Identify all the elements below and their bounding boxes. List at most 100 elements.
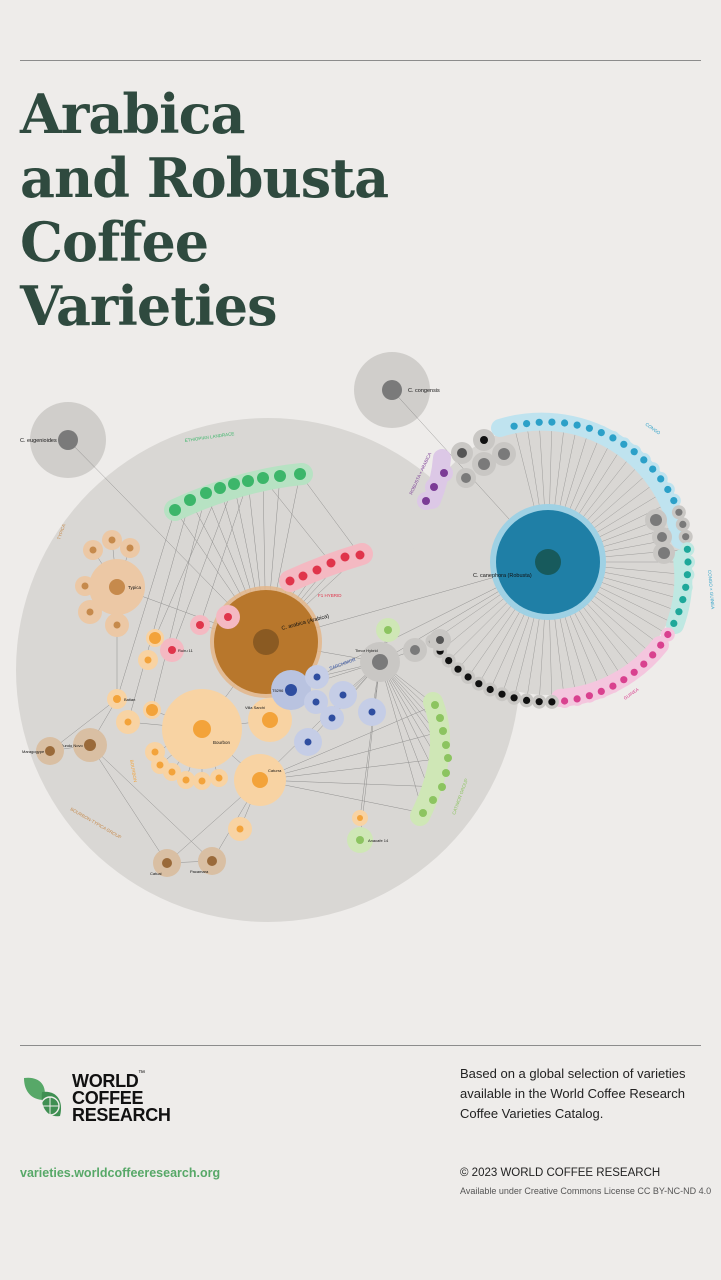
- mundo-novo-label: Mundo Novo: [60, 743, 83, 748]
- robusta-variety-node: [548, 418, 556, 426]
- robusta-variety-node: [510, 422, 518, 430]
- description-line: Coffee Varieties Catalog.: [460, 1106, 604, 1121]
- robusta-variety-node: [679, 520, 687, 528]
- typica-label: Typica: [128, 585, 142, 590]
- sarchimor-nodes: [294, 665, 386, 756]
- f1-nodes: [285, 550, 365, 586]
- robusta-variety-node: [664, 630, 672, 639]
- typica-sub-nodes: [75, 530, 140, 637]
- robusta-variety-node: [585, 692, 594, 700]
- robusta-variety-node: [510, 694, 518, 702]
- congo-group-label: CONGO: [644, 422, 661, 436]
- description-line: Based on a global selection of varieties: [460, 1066, 686, 1081]
- robusta-variety-node: [597, 429, 605, 437]
- ethiopian-nodes: [169, 468, 306, 516]
- bbm-node: [357, 815, 363, 821]
- catuai-node: [162, 858, 172, 868]
- robusta-variety-node: [609, 682, 617, 690]
- title-line: and Robusta: [20, 146, 389, 210]
- typica-group-label: TYPICA: [56, 523, 66, 540]
- logo-line-coffee: COFFEE: [72, 1088, 144, 1108]
- canephora-label: C. canephora (Robusta): [473, 573, 532, 579]
- title-line: Varieties: [20, 274, 277, 338]
- robusta-variety-node: [585, 424, 594, 432]
- logo-line-world: WORLD: [72, 1071, 139, 1091]
- typica-node: [109, 579, 125, 595]
- copyright: © 2023 WORLD COFFEE RESEARCH: [460, 1167, 661, 1179]
- canephora-core: [535, 549, 561, 575]
- bourbon-label: Bourbon: [213, 740, 231, 745]
- robusta-variety-node: [670, 619, 678, 627]
- robusta-variety-node: [523, 420, 531, 428]
- robusta-variety-node: [620, 440, 628, 448]
- robusta-variety-node: [597, 687, 605, 695]
- robusta-variety-node: [649, 465, 657, 473]
- ruiru-node: [168, 646, 176, 654]
- robusta-variety-node: [523, 696, 531, 704]
- robusta-variety-node: [464, 673, 472, 681]
- robusta-variety-node: [445, 657, 453, 665]
- bottom-divider: [20, 1045, 701, 1046]
- t5296-label: T5296: [272, 688, 284, 693]
- pacamara-label: Pacamara: [190, 869, 209, 874]
- robusta-variety-node: [535, 698, 543, 706]
- maragogipe-label: Maragogype: [22, 749, 45, 754]
- maragogipe-node: [45, 746, 55, 756]
- f1-band: [279, 543, 373, 592]
- catalog-link[interactable]: varieties.worldcoffeeresearch.org: [20, 1166, 221, 1180]
- introgressed-nodes: [417, 464, 453, 510]
- parainema-node: [384, 626, 392, 634]
- robusta-variety-node: [684, 558, 692, 566]
- caturra-label: Caturra: [268, 768, 282, 773]
- robusta-variety-node: [475, 680, 483, 688]
- robusta-variety-node: [640, 456, 648, 464]
- bourbon-sub-nodes: [116, 629, 252, 841]
- villa-sarchi-node: [262, 712, 278, 728]
- robusta-variety-node: [664, 485, 672, 494]
- batian-node: [113, 695, 121, 703]
- world-coffee-research-logo: WORLD ™ COFFEE RESEARCH: [20, 1070, 180, 1124]
- mundo-novo-node: [84, 739, 96, 751]
- robusta-variety-node: [683, 545, 692, 553]
- robusta-variety-node: [657, 475, 665, 483]
- congo-guinea-group-label: CONGO × GUINEA: [707, 570, 715, 610]
- license-text: Available under Creative Commons License…: [460, 1186, 712, 1196]
- t5296-node: [285, 684, 297, 696]
- robusta-variety-node: [675, 608, 683, 616]
- catuai-label: Catuai: [150, 871, 162, 876]
- page-title: Arabica and Robusta Coffee Varieties: [20, 82, 389, 338]
- robusta-variety-node: [548, 698, 556, 706]
- robusta-variety-node: [670, 497, 678, 505]
- gray-cluster-top: [451, 429, 516, 488]
- robusta-variety-node: [498, 690, 506, 698]
- title-line: Arabica: [20, 82, 245, 146]
- catimor-nodes: [419, 701, 452, 817]
- ethiopian-group-label: ETHIOPIAN LANDRACE: [184, 431, 234, 443]
- top-divider: [20, 60, 701, 61]
- robusta-variety-node: [561, 419, 569, 427]
- caturra-node: [252, 772, 268, 788]
- variety-network-diagram: C. canephora (Robusta) C. eugenioides C.…: [16, 352, 715, 922]
- robusta-variety-node: [682, 533, 690, 541]
- timor-hybrid-node: [372, 654, 388, 670]
- coffee-leaf-icon: [24, 1077, 62, 1117]
- anacafe-label: Anacafe 14: [368, 838, 389, 843]
- robusta-variety-node: [683, 571, 692, 579]
- gray-cluster-right: [645, 509, 675, 564]
- f1-node-left2-core: [224, 613, 232, 621]
- robusta-variety-node: [657, 641, 665, 649]
- robusta-variety-node: [630, 448, 638, 456]
- description-line: available in the World Coffee Research: [460, 1086, 685, 1101]
- bourbon-node: [193, 720, 211, 738]
- robusta-variety-node: [609, 434, 617, 442]
- arabica-core: [253, 629, 279, 655]
- f1-node-left-core: [196, 621, 204, 629]
- congensis-label: C. congensis: [408, 388, 440, 394]
- bourbon-group-label: BOURBON: [129, 759, 138, 782]
- ruiru-label: Ruiru 11: [178, 648, 194, 653]
- robusta-variety-node: [630, 668, 638, 676]
- f1-group-label: F1 HYBRID: [318, 593, 342, 598]
- robusta-variety-node: [573, 695, 581, 703]
- pacamara-node: [207, 856, 217, 866]
- title-line: Coffee: [20, 210, 209, 274]
